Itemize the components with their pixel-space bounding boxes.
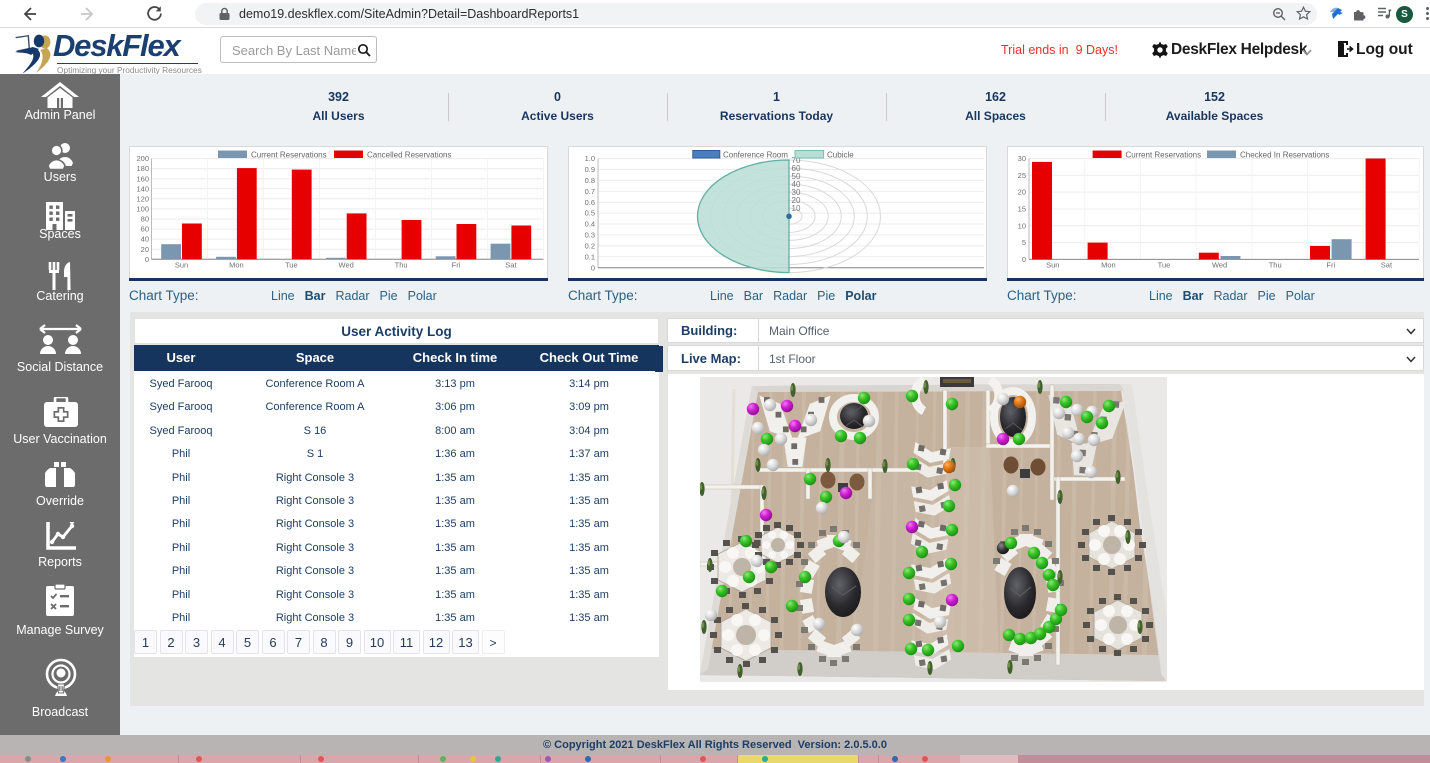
svg-text:160: 160 [136, 174, 149, 183]
svg-text:Thu: Thu [1269, 261, 1282, 270]
svg-text:Conference Room: Conference Room [723, 151, 788, 160]
svg-text:0.8: 0.8 [585, 176, 595, 185]
svg-text:Sun: Sun [1046, 261, 1059, 270]
svg-text:Wed: Wed [339, 261, 354, 270]
svg-text:0.9: 0.9 [585, 165, 595, 174]
svg-text:Cancelled Reservations: Cancelled Reservations [367, 151, 452, 160]
svg-text:15: 15 [1018, 205, 1026, 214]
svg-text:40: 40 [141, 235, 149, 244]
svg-text:25: 25 [1018, 171, 1026, 180]
svg-text:Sun: Sun [175, 261, 188, 270]
svg-text:60: 60 [792, 164, 801, 173]
svg-text:Tue: Tue [1158, 261, 1171, 270]
svg-text:20: 20 [792, 196, 801, 205]
svg-text:120: 120 [136, 194, 149, 203]
svg-text:Sat: Sat [1381, 261, 1393, 270]
svg-text:Mon: Mon [1101, 261, 1116, 270]
svg-text:140: 140 [136, 184, 149, 193]
svg-text:Sat: Sat [505, 261, 517, 270]
svg-text:20: 20 [141, 245, 149, 254]
svg-text:0.7: 0.7 [585, 187, 595, 196]
svg-text:60: 60 [141, 225, 149, 234]
svg-text:Checked In Reservations: Checked In Reservations [1240, 151, 1329, 160]
svg-text:200: 200 [136, 154, 149, 163]
svg-text:Tue: Tue [285, 261, 298, 270]
svg-text:0.5: 0.5 [585, 209, 595, 218]
svg-text:30: 30 [792, 188, 801, 197]
svg-text:Wed: Wed [1212, 261, 1227, 270]
svg-text:Fri: Fri [1326, 261, 1335, 270]
svg-text:0.1: 0.1 [585, 252, 595, 261]
svg-text:100: 100 [136, 205, 149, 214]
svg-text:5: 5 [1022, 238, 1026, 247]
svg-text:0.6: 0.6 [585, 198, 595, 207]
svg-text:Current Reservations: Current Reservations [251, 151, 327, 160]
svg-text:1.0: 1.0 [585, 154, 595, 163]
svg-text:Current Reservations: Current Reservations [1126, 151, 1202, 160]
svg-text:Fri: Fri [452, 261, 461, 270]
svg-text:70: 70 [792, 156, 801, 165]
svg-text:30: 30 [1018, 154, 1026, 163]
svg-text:0: 0 [591, 263, 595, 272]
svg-text:40: 40 [792, 180, 801, 189]
svg-text:0.4: 0.4 [585, 220, 595, 229]
svg-text:Cubicle: Cubicle [827, 151, 854, 160]
svg-text:10: 10 [792, 204, 801, 213]
svg-text:180: 180 [136, 164, 149, 173]
svg-text:20: 20 [1018, 188, 1026, 197]
svg-text:Mon: Mon [229, 261, 244, 270]
svg-text:0.3: 0.3 [585, 231, 595, 240]
svg-text:Thu: Thu [395, 261, 408, 270]
svg-text:0: 0 [1022, 255, 1026, 264]
svg-text:10: 10 [1018, 221, 1026, 230]
svg-text:0.2: 0.2 [585, 242, 595, 251]
svg-text:80: 80 [141, 215, 149, 224]
svg-text:0: 0 [145, 255, 149, 264]
svg-text:50: 50 [792, 172, 801, 181]
